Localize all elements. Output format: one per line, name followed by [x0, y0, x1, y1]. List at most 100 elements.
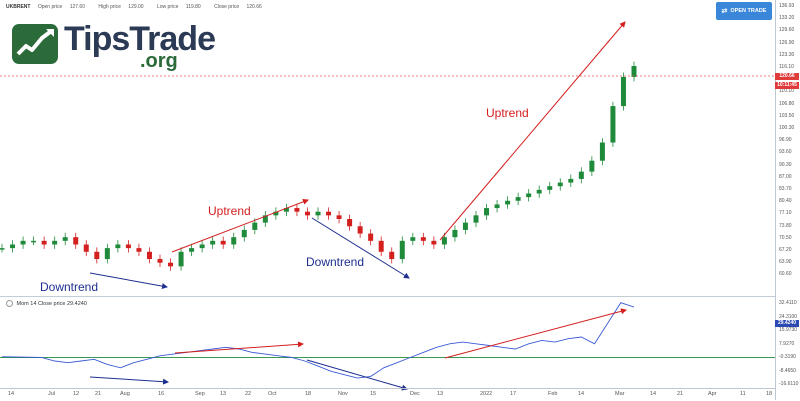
time-tick: Nov	[338, 391, 348, 397]
time-tick: 15	[370, 391, 377, 397]
time-tick: 21	[677, 391, 684, 397]
candle	[104, 248, 110, 260]
candle	[94, 251, 100, 260]
open-price-stat: Open price 127.60	[37, 4, 85, 10]
candle	[304, 211, 310, 216]
logo-chart-icon	[12, 24, 58, 64]
price-tick: 83.70	[779, 186, 792, 192]
candle	[199, 244, 205, 249]
time-tick: 14	[650, 391, 657, 397]
momentum-tick: -8.4650	[779, 367, 796, 374]
candle	[347, 218, 353, 227]
candle	[283, 208, 289, 212]
candle	[31, 240, 37, 243]
candle	[589, 160, 595, 172]
candle	[62, 237, 68, 241]
settings-icon[interactable]	[6, 300, 13, 307]
momentum-tick: -16.6110	[779, 381, 799, 387]
candle	[125, 244, 131, 249]
candle	[136, 248, 142, 252]
time-tick: Dec	[410, 391, 420, 397]
downtrend-label-1: Downtrend	[40, 280, 99, 294]
time-tick: Aug	[120, 391, 130, 397]
candle	[557, 182, 563, 187]
candle	[431, 240, 437, 245]
time-tick: 13	[437, 391, 444, 397]
candle	[83, 244, 89, 252]
pane-divider[interactable]	[0, 296, 775, 297]
candle	[526, 193, 532, 198]
candle	[52, 240, 58, 245]
candle	[157, 259, 163, 263]
price-tick: 116.10	[779, 64, 794, 70]
candle	[473, 215, 479, 223]
downtrend-arrow	[89, 272, 168, 290]
price-tick: 90.30	[779, 161, 792, 168]
time-tick: 18	[305, 391, 312, 397]
price-tick: 67.20	[779, 247, 792, 253]
high-price-stat: High price 129.00	[98, 4, 144, 10]
open-trade-button[interactable]: ⇄ OPEN TRADE	[716, 2, 772, 20]
time-tick: 13	[220, 391, 227, 397]
candle	[484, 208, 490, 216]
price-tick: 80.40	[779, 198, 792, 205]
price-tick: 110.10	[779, 88, 794, 95]
candle	[410, 237, 416, 241]
candle	[294, 208, 300, 212]
time-tick: Oct	[268, 391, 277, 397]
momentum-line	[1, 302, 635, 379]
candle	[168, 262, 174, 267]
candle	[178, 251, 184, 267]
time-tick: 21	[95, 391, 102, 397]
time-axis[interactable]: 14 Jul 12 21 Aug 16 Sep 13 22 Oct 18 Nov 15 Dec 13 2022…	[0, 388, 775, 401]
logo-text: TipsTrade	[64, 20, 216, 58]
price-tick: 100.30	[779, 125, 795, 131]
price-tick: 123.30	[779, 51, 795, 58]
price-chart[interactable]	[0, 0, 775, 400]
candle	[0, 248, 5, 250]
candle	[494, 204, 500, 209]
price-tick: 93.60	[779, 149, 792, 156]
price-tick: 133.20	[779, 15, 795, 22]
momentum-tick: 32.4110	[779, 300, 797, 306]
uptrend-label-2: Uptrend	[486, 106, 529, 120]
time-tick: 17	[510, 391, 517, 397]
close-price-stat: Close price 120.66	[214, 4, 262, 10]
candle	[610, 106, 616, 143]
candle	[189, 248, 195, 252]
time-tick: Feb	[548, 391, 558, 397]
uptrend-label-1: Uptrend	[208, 204, 251, 218]
downtrend-label-2: Downtrend	[306, 255, 365, 269]
time-tick: 2022	[480, 391, 493, 397]
candle	[146, 251, 152, 260]
low-price-stat: Low price 119.80	[156, 4, 201, 10]
candle	[336, 215, 342, 219]
candle	[420, 237, 426, 241]
momentum-uptrend-arrow	[174, 341, 304, 354]
candle	[505, 200, 511, 205]
candle	[20, 240, 26, 245]
tipstrade-logo: TipsTrade .org	[12, 20, 216, 72]
candle	[10, 244, 16, 249]
time-tick: 14	[8, 391, 15, 397]
candle	[273, 211, 279, 216]
price-tick: 73.80	[779, 222, 792, 229]
logo-suffix: .org	[140, 50, 178, 72]
candle	[568, 178, 574, 183]
momentum-downtrend-arrow	[89, 376, 169, 385]
candle	[399, 240, 405, 260]
time-tick: 16	[158, 391, 165, 397]
candle	[326, 211, 332, 216]
price-tick: 126.90	[779, 39, 795, 46]
price-tick: 96.90	[779, 137, 792, 144]
momentum-indicator-label[interactable]: Mom 14 Close price 29.4240	[6, 300, 87, 307]
candle	[73, 237, 79, 245]
candle	[631, 66, 637, 77]
candle	[220, 240, 226, 245]
candle	[441, 237, 447, 245]
trade-icon: ⇄	[721, 8, 728, 15]
price-axis[interactable]: 136.93133.20129.60126.90123.30116.10113.…	[775, 0, 800, 400]
candle	[536, 189, 542, 194]
candle	[241, 229, 247, 238]
uptrend-arrow	[171, 198, 309, 253]
